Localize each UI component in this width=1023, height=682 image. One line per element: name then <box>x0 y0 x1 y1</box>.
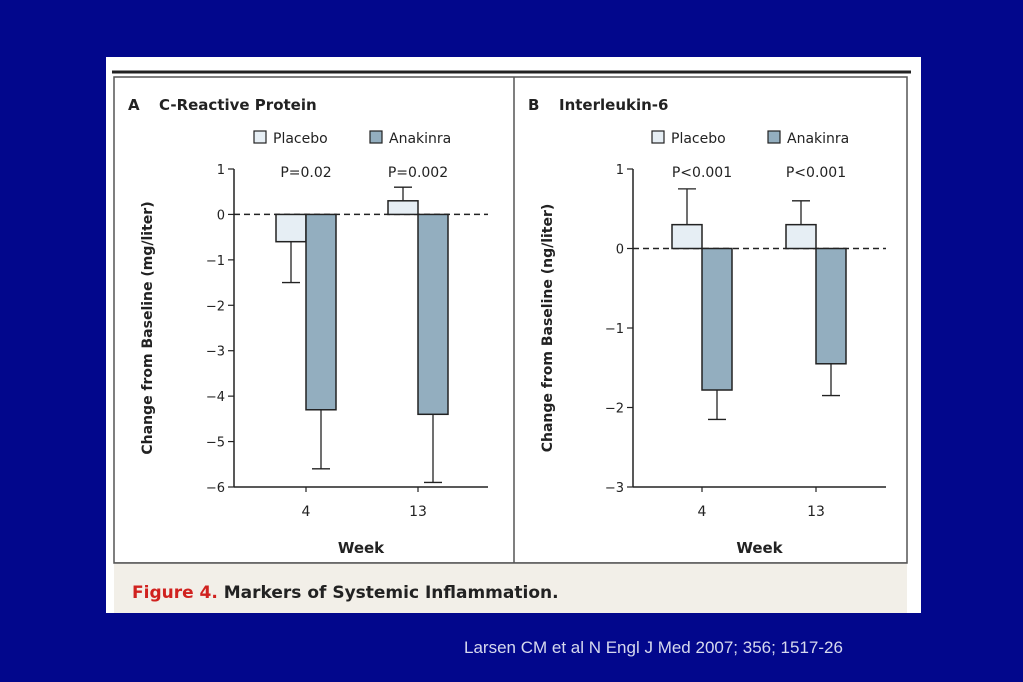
y-tick-label: −4 <box>206 390 225 405</box>
y-tick-label: −3 <box>605 481 624 496</box>
bar-anakinra-week-13 <box>815 247 847 365</box>
bar-placebo-week-4 <box>671 223 703 250</box>
y-tick-label: 0 <box>217 208 225 223</box>
bar-placebo-week-4 <box>275 213 307 243</box>
y-tick-label: −1 <box>206 254 225 269</box>
legend-label-placebo: Placebo <box>273 131 328 147</box>
panel-letter: B <box>528 96 539 114</box>
bar-anakinra-week-4 <box>305 213 337 411</box>
figure-frame <box>113 76 908 564</box>
y-tick-label: −1 <box>605 322 624 337</box>
legend-swatch-placebo <box>253 130 267 144</box>
y-tick-label: −2 <box>206 299 225 314</box>
x-tick-label: 13 <box>807 504 825 520</box>
legend-label-anakinra: Anakinra <box>389 131 451 147</box>
legend-swatch-placebo <box>651 130 665 144</box>
legend-swatch-anakinra <box>767 130 781 144</box>
bar-anakinra-week-13 <box>417 213 449 416</box>
bar-placebo-week-13 <box>785 223 817 250</box>
p-value-week-4: P<0.001 <box>672 165 732 181</box>
p-value-week-13: P<0.001 <box>786 165 846 181</box>
panel-a: A C-Reactive Protein Placebo Anakinra 1 0 −1 −2… <box>128 96 488 557</box>
y-tick-label: −3 <box>206 345 225 360</box>
panel-b: B Interleukin-6 Placebo Anakinra 1 0 −1 −2 −3 Cha… <box>528 96 886 557</box>
x-axis-label: Week <box>338 539 385 557</box>
figure-caption: Figure 4. Markers of Systemic Inflammati… <box>132 583 559 603</box>
p-value-week-4: P=0.02 <box>280 165 331 181</box>
x-tick-label: 4 <box>302 504 311 520</box>
bar-anakinra-week-4 <box>701 247 733 391</box>
p-value-week-13: P=0.002 <box>388 165 448 181</box>
x-axis-label: Week <box>736 539 783 557</box>
y-tick-label: −6 <box>206 481 225 496</box>
x-tick-label: 13 <box>409 504 427 520</box>
panel-title: Interleukin-6 <box>559 96 668 114</box>
y-tick-label: 0 <box>616 243 624 258</box>
x-tick-label: 4 <box>698 504 707 520</box>
y-tick-label: 1 <box>217 163 225 178</box>
panel-letter: A <box>128 96 140 114</box>
figure-caption-text: Markers of Systemic Inflammation. <box>218 583 559 603</box>
y-axis-label: Change from Baseline (mg/liter) <box>140 201 156 454</box>
bar-placebo-week-13 <box>387 200 419 216</box>
legend-label-placebo: Placebo <box>671 131 726 147</box>
legend-swatch-anakinra <box>369 130 383 144</box>
y-tick-label: −5 <box>206 436 225 451</box>
panel-title: C-Reactive Protein <box>159 96 317 114</box>
figure-label: Figure 4. <box>132 583 218 603</box>
figure-panel: Figure 4. Markers of Systemic Inflammati… <box>106 57 921 613</box>
figure-svg: Figure 4. Markers of Systemic Inflammati… <box>112 70 911 613</box>
y-tick-label: −2 <box>605 402 624 417</box>
caption-band <box>114 563 907 613</box>
citation-text: Larsen CM et al N Engl J Med 2007; 356; … <box>464 638 843 657</box>
y-axis-label: Change from Baseline (ng/liter) <box>540 204 556 453</box>
legend-label-anakinra: Anakinra <box>787 131 849 147</box>
y-tick-label: 1 <box>616 163 624 178</box>
